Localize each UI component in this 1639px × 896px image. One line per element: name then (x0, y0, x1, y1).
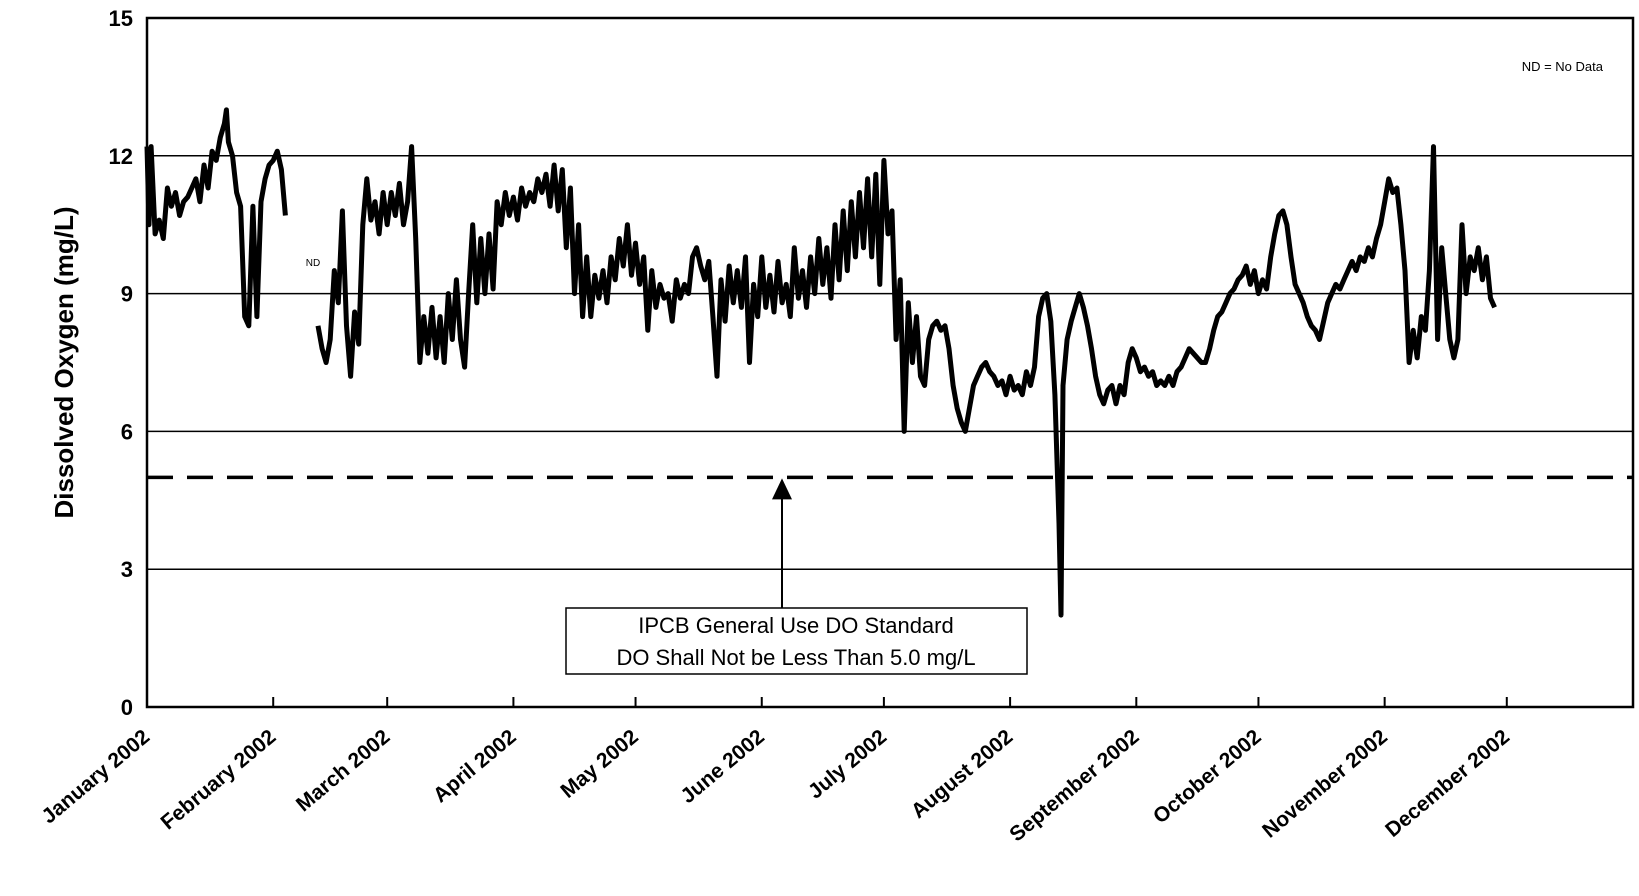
grid-lines (147, 155, 1633, 570)
y-tick-label-6: 6 (121, 419, 133, 444)
plot-frame (145, 16, 1635, 709)
callout-text-line1: IPCB General Use DO Standard (638, 613, 953, 638)
callout-text-line2: DO Shall Not be Less Than 5.0 mg/L (616, 645, 975, 670)
standard-callout: IPCB General Use DO Standard DO Shall No… (565, 478, 1028, 675)
no-data-marker: ND (306, 258, 320, 269)
do-series-segment-0 (144, 107, 288, 329)
no-data-legend-note: ND = No Data (1522, 59, 1604, 74)
y-tick-label-15: 15 (109, 6, 133, 31)
y-tick-label-9: 9 (121, 282, 133, 307)
callout-box (565, 607, 1028, 675)
y-tick-label-3: 3 (121, 557, 133, 582)
y-tick-label-12: 12 (109, 144, 133, 169)
callout-arrow-head (772, 478, 792, 500)
do-series-segment-1 (315, 144, 1497, 618)
y-tick-label-0: 0 (121, 695, 133, 720)
series-group (144, 107, 1497, 618)
y-axis-ticks: 0 3 6 9 12 15 (109, 6, 133, 720)
y-axis-label: Dissolved Oxygen (mg/L) (49, 206, 79, 518)
